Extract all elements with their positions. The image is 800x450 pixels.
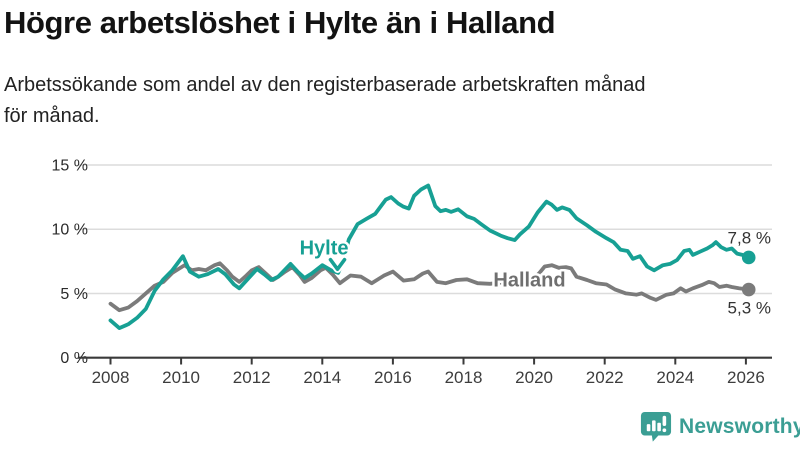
chevron-down-icon	[328, 257, 347, 272]
x-tick-label: 2016	[374, 368, 412, 387]
x-tick-label: 2012	[233, 368, 271, 387]
halland-series-label: Halland	[493, 269, 565, 291]
x-tick-label: 2022	[586, 368, 624, 387]
x-tick-label: 2010	[162, 368, 200, 387]
brand-footer[interactable]: Newsworthy	[640, 410, 800, 444]
hylte-line	[108, 183, 751, 331]
y-tick-label: 15 %	[52, 157, 88, 174]
bar-3	[657, 422, 661, 432]
hylte-end-value-label: 7,8 %	[728, 228, 771, 247]
halland-end-value-label: 5,3 %	[728, 299, 771, 318]
x-tick-label: 2020	[515, 368, 553, 387]
x-tick-label: 2008	[92, 368, 130, 387]
page-title: Högre arbetslöshet i Hylte än i Halland	[4, 5, 556, 40]
newsworthy-logo-icon	[640, 411, 672, 442]
subtitle-line-2: för månad.	[4, 105, 100, 127]
x-tick-label: 2026	[727, 368, 765, 387]
x-tick-label: 2018	[445, 368, 483, 387]
x-tick-label: 2024	[656, 368, 694, 387]
speech-bubble-shape	[640, 411, 672, 442]
y-tick-label: 0 %	[60, 350, 88, 367]
hylte-series-label: Hylte	[300, 237, 349, 259]
x-tick-label: 2014	[303, 368, 341, 387]
exclamation-dot	[662, 428, 667, 433]
hylte-end-dot	[741, 250, 756, 265]
y-tick-label: 10 %	[52, 222, 88, 239]
chart-subtitle: Arbetssökande som andel av den registerb…	[4, 70, 646, 132]
bar-2	[652, 420, 656, 432]
subtitle-line-1: Arbetssökande som andel av den registerb…	[4, 74, 646, 96]
y-tick-label: 5 %	[60, 286, 88, 303]
halland-end-dot	[741, 282, 756, 297]
brand-name: Newsworthy	[679, 415, 800, 438]
halland-line	[108, 261, 751, 313]
exclamation-line	[662, 415, 667, 427]
bar-1	[646, 424, 651, 432]
